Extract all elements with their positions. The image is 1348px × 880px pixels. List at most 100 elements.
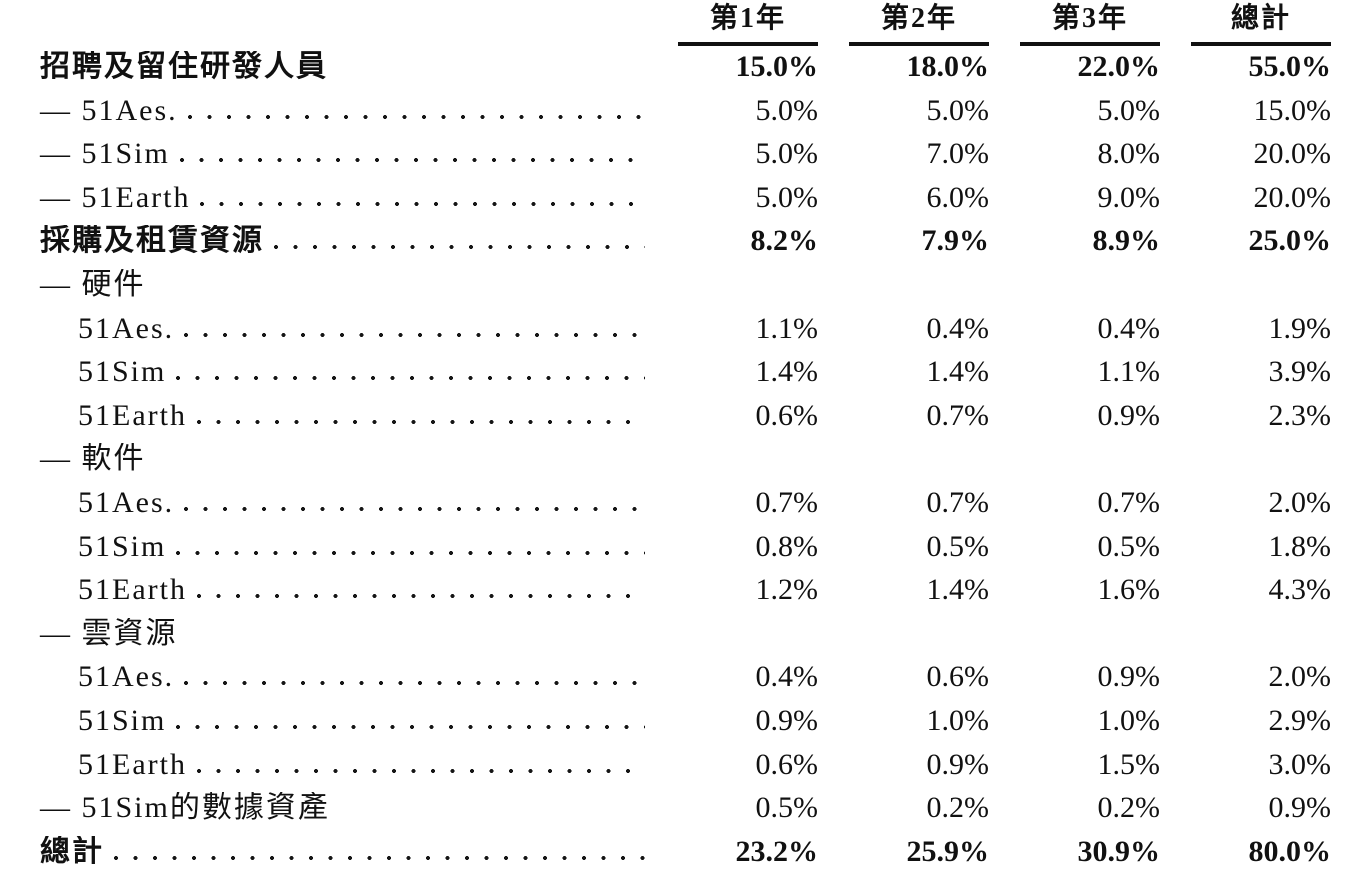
cell-value: 5.0% [1097, 93, 1161, 127]
cell-value: 5.0% [926, 93, 990, 127]
row-label: — 軟件 [40, 443, 146, 475]
row-label: 51Sim [78, 705, 167, 737]
cell-value: 0.9% [1097, 660, 1161, 694]
cell-value: 0.6% [926, 660, 990, 694]
table-row: 51Aes. 0.4% 0.6% 0.9% 2.0% [0, 656, 1331, 700]
cell-value: 20.0% [1253, 180, 1332, 214]
cell-value: 0.4% [755, 660, 819, 694]
cell-value: 15.0% [735, 50, 819, 84]
dot-leader [175, 549, 645, 556]
table-row: 51Sim 1.4% 1.4% 1.1% 3.9% [0, 351, 1331, 395]
table-row: 51Aes. 0.7% 0.7% 0.7% 2.0% [0, 482, 1331, 526]
row-label: 採購及租賃資源 [40, 225, 264, 257]
cell-value: 18.0% [906, 50, 990, 84]
dot-leader [178, 157, 645, 164]
cell-value: 80.0% [1248, 834, 1332, 868]
table-row: 51Sim 0.8% 0.5% 0.5% 1.8% [0, 526, 1331, 570]
table-row: 51Aes. 1.1% 0.4% 0.4% 1.9% [0, 308, 1331, 352]
dot-leader [113, 854, 645, 861]
table-header: 第1年 第2年 第3年 總計 [0, 0, 1331, 46]
cell-value: 1.0% [926, 704, 990, 737]
cell-value: 1.6% [1097, 573, 1161, 607]
dot-leader [195, 593, 645, 600]
dot-leader [175, 724, 645, 730]
cell-value: 8.0% [1097, 137, 1161, 171]
cell-value: 0.9% [926, 747, 990, 781]
cell-value: 2.9% [1268, 704, 1332, 737]
row-label: — 雲資源 [40, 617, 178, 650]
dot-leader [273, 244, 645, 251]
cell-value: 22.0% [1077, 50, 1161, 84]
cell-value: 1.1% [755, 311, 819, 345]
cell-value: 5.0% [755, 180, 819, 214]
dot-leader [183, 680, 645, 687]
cell-value: 8.9% [1092, 224, 1161, 258]
cell-value: 1.4% [755, 355, 819, 389]
dot-leader [183, 331, 645, 338]
cell-value: 0.5% [926, 529, 990, 563]
row-label: — 51Aes. [40, 94, 178, 127]
table-row-total: 總計 23.2% 25.9% 30.9% 80.0% [0, 831, 1331, 875]
cell-value: 1.8% [1268, 529, 1332, 563]
cell-value: 8.2% [750, 224, 819, 258]
cell-value: 0.7% [926, 398, 990, 432]
table-row: — 51Sim的數據資產 0.5% 0.2% 0.2% 0.9% [0, 787, 1331, 831]
cell-value: 1.1% [1097, 355, 1161, 389]
row-label: — 51Sim [40, 138, 170, 170]
cell-value: 1.4% [926, 573, 990, 607]
cell-value: 1.4% [926, 355, 990, 389]
cell-value: 5.0% [755, 93, 819, 127]
cell-value: 0.5% [1097, 529, 1161, 563]
cell-value: 9.0% [1097, 180, 1161, 214]
cell-value: 7.0% [926, 137, 990, 171]
cell-value: 2.3% [1268, 398, 1332, 432]
row-label: 51Aes. [78, 487, 175, 519]
table-row: 51Earth 1.2% 1.4% 1.6% 4.3% [0, 569, 1331, 613]
cell-value: 3.9% [1268, 355, 1332, 389]
cell-value: 0.9% [755, 704, 819, 737]
cell-value: 15.0% [1253, 93, 1332, 127]
cell-value: 1.9% [1268, 311, 1332, 345]
table-row: 51Earth 0.6% 0.7% 0.9% 2.3% [0, 395, 1331, 439]
table-row: 51Sim 0.9% 1.0% 1.0% 2.9% [0, 700, 1331, 744]
column-header-year2: 第2年 [849, 5, 989, 46]
table-row: — 軟件 [0, 438, 1331, 482]
row-label: — 51Earth [40, 181, 191, 214]
cell-value: 0.6% [755, 747, 819, 781]
column-header-year1: 第1年 [678, 5, 818, 46]
cell-value: 0.7% [1097, 486, 1161, 520]
cell-value: 20.0% [1253, 137, 1332, 171]
cell-value: 25.0% [1248, 224, 1332, 258]
cell-value: 2.0% [1268, 486, 1332, 520]
cell-value: 1.0% [1097, 704, 1161, 737]
cell-value: 7.9% [921, 224, 990, 258]
cell-value: 1.2% [755, 573, 819, 607]
table-row: — 51Earth 5.0% 6.0% 9.0% 20.0% [0, 177, 1331, 221]
cell-value: 4.3% [1268, 573, 1332, 607]
column-header-year3: 第3年 [1020, 5, 1160, 46]
dot-leader [186, 113, 645, 120]
cell-value: 2.0% [1268, 660, 1332, 694]
cell-value: 30.9% [1077, 834, 1161, 868]
cell-value: 55.0% [1248, 50, 1332, 84]
cell-value: 0.9% [1268, 791, 1332, 825]
cell-value: 0.8% [755, 529, 819, 563]
row-label: 51Sim [78, 356, 167, 388]
row-label: 51Aes. [78, 661, 175, 693]
table-row: 51Earth 0.6% 0.9% 1.5% 3.0% [0, 744, 1331, 788]
cell-value: 0.4% [1097, 311, 1161, 345]
row-label: — 硬件 [40, 269, 146, 301]
cell-value: 0.9% [1097, 398, 1161, 432]
cell-value: 0.2% [1097, 791, 1161, 825]
dot-leader [195, 767, 645, 774]
row-label: 總計 [40, 835, 104, 868]
table-row: — 51Sim 5.0% 7.0% 8.0% 20.0% [0, 133, 1331, 177]
cell-value: 0.6% [755, 398, 819, 432]
cell-value: 0.7% [755, 486, 819, 520]
dot-leader [175, 375, 645, 382]
cell-value: 6.0% [926, 180, 990, 214]
table-row: 招聘及留住研發人員 15.0% 18.0% 22.0% 55.0% [0, 46, 1331, 90]
cell-value: 3.0% [1268, 747, 1332, 781]
column-header-total: 總計 [1191, 5, 1331, 46]
